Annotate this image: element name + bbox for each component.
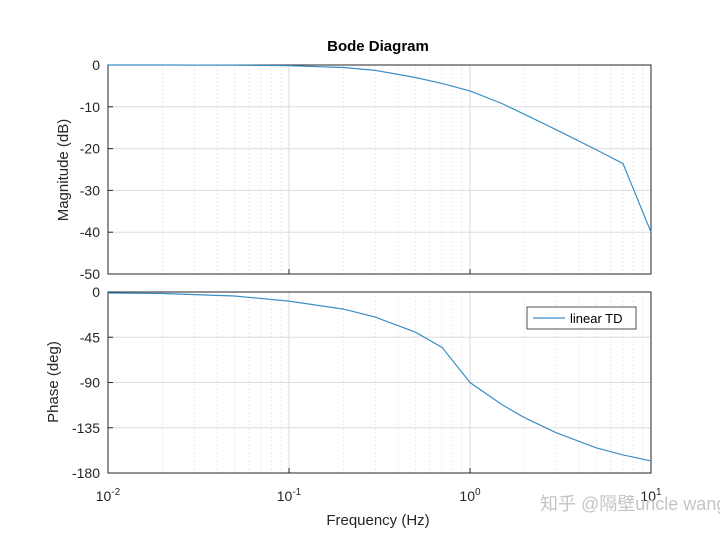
x-tick-labels: 10-2 10-1 100 101 <box>96 487 662 504</box>
magnitude-series-line <box>108 64 652 233</box>
x-tick-label: 10-1 <box>277 487 302 504</box>
y-tick-label: -30 <box>80 182 100 198</box>
magnitude-axes-frame <box>107 64 652 275</box>
x-tick-label: 100 <box>459 487 481 504</box>
y-tick-label: -20 <box>80 141 100 157</box>
x-tick-label: 101 <box>640 487 662 504</box>
x-tick-label: 10-2 <box>96 487 121 504</box>
legend-entry-linear-td: linear TD <box>570 311 623 326</box>
y-tick-label: -10 <box>80 99 100 115</box>
y-tick-label: -50 <box>80 266 100 282</box>
phase-plot: 0 -45 -90 -135 -180 Phase (deg) <box>45 284 652 481</box>
y-tick-label: 0 <box>92 57 100 73</box>
magnitude-plot: 0 -10 -20 -30 -40 -50 Magnitude (dB) <box>55 57 652 282</box>
x-axis-label: Frequency (Hz) <box>326 512 429 529</box>
y-tick-label: -135 <box>72 420 100 436</box>
magnitude-y-axis-label: Magnitude (dB) <box>55 119 72 222</box>
watermark-text: 知乎 @隔壁uncle wang <box>540 494 720 514</box>
y-tick-label: -45 <box>80 329 100 345</box>
phase-series-line <box>107 292 652 462</box>
legend-box <box>526 306 637 330</box>
y-tick-label: -90 <box>80 375 100 391</box>
y-tick-label: -40 <box>80 224 100 240</box>
chart-title: Bode Diagram <box>327 38 429 55</box>
y-tick-label: -180 <box>72 465 100 481</box>
phase-y-axis-label: Phase (deg) <box>45 341 62 423</box>
y-tick-label: 0 <box>92 284 100 300</box>
legend: linear TD <box>526 306 637 330</box>
